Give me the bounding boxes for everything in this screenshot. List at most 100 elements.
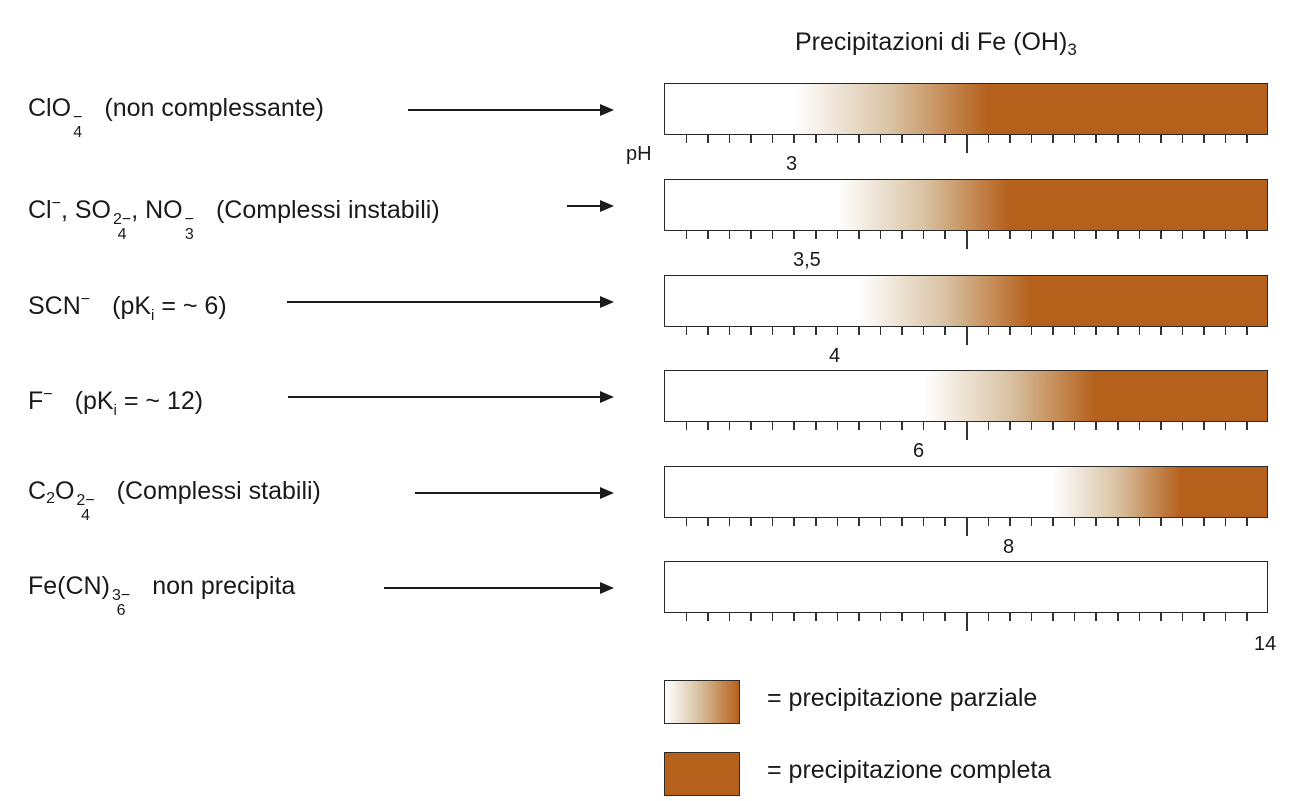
axis-tick <box>1181 422 1184 430</box>
axis-tick <box>944 518 946 526</box>
axis-tick <box>901 613 903 621</box>
axis-tick <box>1117 135 1119 143</box>
axis-tick <box>815 327 817 335</box>
axis-tick <box>966 327 968 345</box>
axis-tick <box>1052 327 1054 335</box>
ph-axis-5 <box>664 613 1268 633</box>
axis-tick <box>1224 613 1227 621</box>
axis-tick <box>922 327 925 335</box>
charge-sub: 4 <box>117 226 127 243</box>
axis-tick <box>1073 135 1076 143</box>
ion-formula-1: Cl−, SO 2− 4, NO −3 <box>28 195 194 243</box>
axis-tick <box>836 518 839 526</box>
formula-sup: − <box>80 291 91 308</box>
axis-tick <box>771 518 774 526</box>
row-note-3: (pKi = ~ 12) <box>74 387 204 419</box>
axis-tick <box>1009 422 1011 430</box>
axis-tick <box>1030 422 1033 430</box>
axis-tick <box>858 518 860 526</box>
axis-tick <box>1224 327 1227 335</box>
axis-tick <box>858 135 860 143</box>
axis-tick <box>1095 135 1097 143</box>
axis-tick <box>966 613 968 631</box>
axis-tick <box>1095 613 1097 621</box>
axis-tick <box>750 613 752 621</box>
charge-sub: 3 <box>184 226 194 243</box>
note-sub: i <box>151 307 155 324</box>
onset-label-3: 6 <box>913 440 925 462</box>
axis-tick <box>1160 135 1162 143</box>
axis-tick <box>707 422 709 430</box>
axis-tick <box>728 518 731 526</box>
axis-tick <box>1224 231 1227 239</box>
axis-tick <box>1181 135 1184 143</box>
axis-tick <box>1246 327 1248 335</box>
axis-tick <box>1203 613 1205 621</box>
axis-tick <box>793 422 795 430</box>
formula-sup: − <box>51 195 61 212</box>
axis-tick <box>922 613 925 621</box>
axis-tick <box>1160 231 1162 239</box>
axis-tick <box>1117 327 1119 335</box>
axis-tick <box>707 135 709 143</box>
axis-tick <box>1224 518 1227 526</box>
axis-tick <box>901 518 903 526</box>
axis-tick <box>1224 135 1227 143</box>
charge-stack: 3− 6 <box>112 588 130 619</box>
axis-tick <box>879 327 882 335</box>
axis-tick <box>1181 231 1184 239</box>
axis-tick <box>793 231 795 239</box>
axis-tick <box>1030 135 1033 143</box>
axis-tick <box>1160 327 1162 335</box>
row-label-2: SCN− (pKi = ~ 6) <box>28 280 227 324</box>
axis-tick <box>1138 231 1141 239</box>
axis-tick <box>879 613 882 621</box>
ph-axis-1 <box>664 231 1268 251</box>
formula-sub: 2 <box>46 490 55 507</box>
axis-tick <box>750 135 752 143</box>
axis-tick <box>987 422 990 430</box>
precipitation-bar-4 <box>664 466 1268 518</box>
row-note-4: (Complessi stabili) <box>116 477 321 505</box>
axis-tick <box>1181 613 1184 621</box>
axis-tick <box>987 518 990 526</box>
onset-label-2: 4 <box>829 345 841 367</box>
axis-tick <box>1095 231 1097 239</box>
axis-tick <box>858 231 860 239</box>
ion-formula-0: ClO −4 <box>28 94 83 141</box>
axis-tick <box>1138 135 1141 143</box>
charge-sub: 6 <box>116 602 126 619</box>
arrow-0 <box>408 104 614 116</box>
axis-tick <box>728 327 731 335</box>
axis-tick <box>1203 422 1205 430</box>
charge-stack: −4 <box>73 110 82 141</box>
axis-tick <box>1181 518 1184 526</box>
axis-tick <box>728 231 731 239</box>
axis-tick <box>858 422 860 430</box>
axis-tick <box>901 422 903 430</box>
axis-tick <box>1117 422 1119 430</box>
axis-tick <box>793 613 795 621</box>
axis-tick <box>1073 327 1076 335</box>
ph-axis-0 <box>664 135 1268 155</box>
ph-axis-4 <box>664 518 1268 538</box>
row-note-5: non precipita <box>152 572 296 600</box>
axis-tick <box>944 422 946 430</box>
row-label-0: ClO −4 (non complessante) <box>28 88 324 141</box>
axis-tick <box>987 231 990 239</box>
axis-tick <box>1117 231 1119 239</box>
axis-tick <box>793 135 795 143</box>
axis-tick <box>922 231 925 239</box>
axis-tick <box>1009 135 1011 143</box>
onset-label-4: 8 <box>1003 536 1015 558</box>
axis-tick <box>815 135 817 143</box>
axis-tick <box>1073 422 1076 430</box>
charge-sup: − <box>184 211 194 228</box>
row-label-3: F− (pKi = ~ 12) <box>28 375 204 419</box>
axis-tick <box>1030 231 1033 239</box>
axis-tick <box>771 231 774 239</box>
axis-tick <box>1181 327 1184 335</box>
axis-tick <box>922 135 925 143</box>
charge-stack: −3 <box>184 211 194 243</box>
axis-tick <box>685 231 688 239</box>
